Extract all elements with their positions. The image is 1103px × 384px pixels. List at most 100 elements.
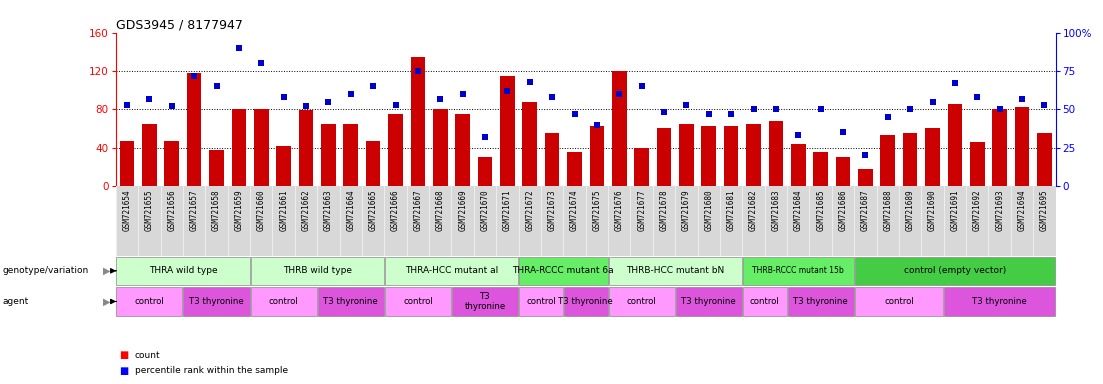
- Text: GSM721654: GSM721654: [122, 189, 131, 231]
- Bar: [388, 114, 403, 186]
- Bar: [385, 287, 451, 316]
- Bar: [656, 128, 672, 186]
- Text: GSM721665: GSM721665: [368, 189, 377, 231]
- Text: control: control: [135, 297, 164, 306]
- Text: GSM721688: GSM721688: [884, 189, 892, 231]
- Text: GSM721655: GSM721655: [144, 189, 154, 231]
- Text: GSM721677: GSM721677: [638, 189, 646, 231]
- Text: GSM721674: GSM721674: [570, 189, 579, 231]
- Text: GSM721685: GSM721685: [816, 189, 825, 231]
- Text: GSM721666: GSM721666: [390, 189, 400, 231]
- Bar: [634, 147, 649, 186]
- Text: ■: ■: [119, 366, 128, 376]
- Bar: [724, 126, 738, 186]
- Bar: [520, 257, 608, 285]
- Bar: [164, 141, 179, 186]
- Bar: [142, 124, 157, 186]
- Text: T3 thyronine: T3 thyronine: [323, 297, 378, 306]
- Text: GSM721663: GSM721663: [324, 189, 333, 231]
- Bar: [788, 287, 854, 316]
- Text: GSM721692: GSM721692: [973, 189, 982, 231]
- Bar: [120, 141, 135, 186]
- Bar: [702, 126, 716, 186]
- Bar: [925, 128, 940, 186]
- Text: control: control: [885, 297, 913, 306]
- Bar: [679, 124, 694, 186]
- Text: T3 thyronine: T3 thyronine: [558, 297, 613, 306]
- Bar: [676, 287, 742, 316]
- Text: GSM721669: GSM721669: [458, 189, 468, 231]
- Bar: [186, 73, 202, 186]
- Text: GSM721679: GSM721679: [682, 189, 690, 231]
- Text: ■: ■: [119, 350, 128, 360]
- Text: GDS3945 / 8177947: GDS3945 / 8177947: [116, 18, 243, 31]
- Text: GSM721682: GSM721682: [749, 189, 758, 231]
- Text: T3 thyronine: T3 thyronine: [793, 297, 848, 306]
- Bar: [769, 121, 783, 186]
- Text: GSM721673: GSM721673: [547, 189, 557, 231]
- Text: GSM721660: GSM721660: [257, 189, 266, 231]
- Text: GSM721693: GSM721693: [995, 189, 1004, 231]
- Bar: [742, 257, 854, 285]
- Text: GSM721657: GSM721657: [190, 189, 199, 231]
- Bar: [836, 157, 850, 186]
- Text: THRA-RCCC mutant 6a: THRA-RCCC mutant 6a: [513, 266, 614, 275]
- Text: THRB-HCC mutant bN: THRB-HCC mutant bN: [627, 266, 725, 275]
- Bar: [944, 287, 1056, 316]
- Text: control (empty vector): control (empty vector): [903, 266, 1006, 275]
- Bar: [250, 257, 384, 285]
- Bar: [366, 141, 381, 186]
- Text: GSM721672: GSM721672: [525, 189, 534, 231]
- Text: THRA-HCC mutant al: THRA-HCC mutant al: [405, 266, 499, 275]
- Text: GSM721670: GSM721670: [481, 189, 490, 231]
- Bar: [564, 287, 608, 316]
- Text: GSM721675: GSM721675: [592, 189, 601, 231]
- Text: genotype/variation: genotype/variation: [2, 266, 88, 275]
- Text: GSM721681: GSM721681: [727, 189, 736, 231]
- Text: ▶: ▶: [103, 266, 110, 276]
- Text: ▶: ▶: [103, 296, 110, 306]
- Text: GSM721686: GSM721686: [838, 189, 847, 231]
- Bar: [993, 109, 1007, 186]
- Bar: [456, 114, 470, 186]
- Bar: [250, 287, 317, 316]
- Text: control: control: [269, 297, 299, 306]
- Bar: [452, 287, 518, 316]
- Text: GSM721680: GSM721680: [704, 189, 714, 231]
- Bar: [609, 287, 675, 316]
- Bar: [855, 287, 943, 316]
- Bar: [500, 76, 515, 186]
- Bar: [855, 257, 1056, 285]
- Bar: [433, 109, 448, 186]
- Text: THRB-RCCC mutant 15b: THRB-RCCC mutant 15b: [752, 266, 844, 275]
- Bar: [410, 56, 425, 186]
- Bar: [343, 124, 358, 186]
- Bar: [523, 102, 537, 186]
- Bar: [321, 124, 335, 186]
- Bar: [520, 287, 563, 316]
- Text: T3 thyronine: T3 thyronine: [189, 297, 244, 306]
- Text: GSM721684: GSM721684: [794, 189, 803, 231]
- Text: GSM721678: GSM721678: [660, 189, 668, 231]
- Bar: [903, 133, 918, 186]
- Bar: [813, 152, 828, 186]
- Bar: [254, 109, 268, 186]
- Text: GSM721668: GSM721668: [436, 189, 445, 231]
- Text: GSM721659: GSM721659: [234, 189, 244, 231]
- Bar: [880, 135, 895, 186]
- Text: GSM721667: GSM721667: [414, 189, 422, 231]
- Bar: [567, 152, 581, 186]
- Bar: [478, 157, 492, 186]
- Text: GSM721671: GSM721671: [503, 189, 512, 231]
- Bar: [210, 151, 224, 186]
- Text: GSM721658: GSM721658: [212, 189, 221, 231]
- Bar: [183, 287, 249, 316]
- Bar: [609, 257, 742, 285]
- Bar: [1015, 108, 1029, 186]
- Bar: [1037, 133, 1051, 186]
- Text: GSM721689: GSM721689: [906, 189, 914, 231]
- Bar: [970, 142, 985, 186]
- Text: GSM721683: GSM721683: [771, 189, 781, 231]
- Text: percentile rank within the sample: percentile rank within the sample: [135, 366, 288, 375]
- Text: T3
thyronine: T3 thyronine: [464, 292, 505, 311]
